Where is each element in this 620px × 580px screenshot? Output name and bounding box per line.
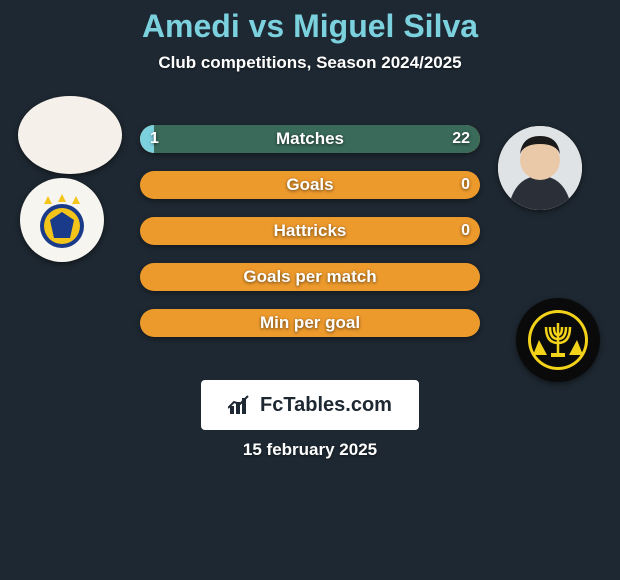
- stat-bar: 0 Hattricks: [140, 217, 480, 245]
- comparison-bars: 1 22 Matches 0 Goals 0 Hattricks Goals per matc…: [140, 125, 480, 355]
- stat-bar: Goals per match: [140, 263, 480, 291]
- bar-label: Matches: [276, 129, 344, 149]
- bar-label: Goals: [286, 175, 333, 195]
- club-shield-icon: [30, 188, 94, 252]
- bar-label: Goals per match: [243, 267, 376, 287]
- bar-right-value: 22: [452, 130, 470, 148]
- watermark-text: FcTables.com: [260, 394, 392, 417]
- page-subtitle: Club competitions, Season 2024/2025: [0, 53, 620, 73]
- menorah-shield-icon: [523, 305, 593, 375]
- player1-club-badge: [20, 178, 104, 262]
- infographic-date: 15 february 2025: [243, 440, 377, 460]
- page-title: Amedi vs Miguel Silva: [0, 0, 620, 45]
- player1-photo: [18, 96, 122, 174]
- bar-label: Hattricks: [274, 221, 347, 241]
- bar-label: Min per goal: [260, 313, 360, 333]
- player2-photo: [498, 126, 582, 210]
- chart-icon: [228, 394, 254, 416]
- player2-club-badge: [516, 298, 600, 382]
- bar-right-value: 0: [461, 176, 470, 194]
- stat-bar: 0 Goals: [140, 171, 480, 199]
- stat-bar: 1 22 Matches: [140, 125, 480, 153]
- site-watermark: FcTables.com: [201, 380, 419, 430]
- bar-right-value: 0: [461, 222, 470, 240]
- bar-left-value: 1: [150, 130, 159, 148]
- person-icon: [498, 126, 582, 210]
- stat-bar: Min per goal: [140, 309, 480, 337]
